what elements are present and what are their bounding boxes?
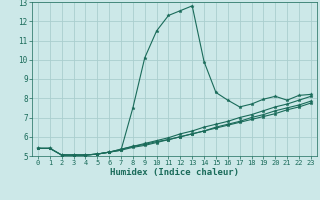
X-axis label: Humidex (Indice chaleur): Humidex (Indice chaleur) [110,168,239,177]
